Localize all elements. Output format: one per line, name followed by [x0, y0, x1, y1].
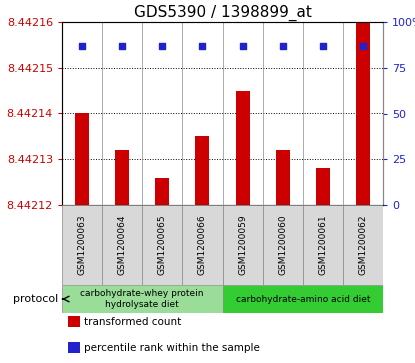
- Title: GDS5390 / 1398899_at: GDS5390 / 1398899_at: [134, 4, 311, 21]
- Bar: [182, 205, 222, 285]
- Bar: [62, 285, 222, 313]
- Text: transformed count: transformed count: [85, 317, 182, 327]
- Bar: [115, 150, 129, 205]
- Bar: [62, 205, 102, 285]
- Bar: [316, 168, 330, 205]
- Point: [119, 43, 125, 49]
- Text: GSM1200060: GSM1200060: [278, 215, 287, 275]
- Bar: [68, 342, 80, 353]
- Point: [79, 43, 85, 49]
- Bar: [222, 205, 263, 285]
- Text: GSM1200065: GSM1200065: [158, 215, 167, 275]
- Text: GSM1200066: GSM1200066: [198, 215, 207, 275]
- Text: carbohydrate-whey protein
hydrolysate diet: carbohydrate-whey protein hydrolysate di…: [81, 289, 204, 309]
- Text: carbohydrate-amino acid diet: carbohydrate-amino acid diet: [235, 294, 370, 303]
- Bar: [303, 205, 343, 285]
- Point: [360, 43, 366, 49]
- Text: GSM1200064: GSM1200064: [118, 215, 127, 275]
- Bar: [142, 205, 182, 285]
- Point: [279, 43, 286, 49]
- Bar: [75, 114, 89, 205]
- Text: GSM1200059: GSM1200059: [238, 215, 247, 275]
- Point: [199, 43, 206, 49]
- Bar: [236, 91, 249, 205]
- Text: protocol: protocol: [12, 294, 58, 304]
- Bar: [68, 316, 80, 327]
- Bar: [102, 205, 142, 285]
- Bar: [276, 150, 290, 205]
- Text: percentile rank within the sample: percentile rank within the sample: [85, 343, 260, 353]
- Point: [320, 43, 326, 49]
- Text: GSM1200061: GSM1200061: [318, 215, 327, 275]
- Text: GSM1200062: GSM1200062: [359, 215, 367, 275]
- Bar: [195, 136, 210, 205]
- Text: GSM1200063: GSM1200063: [78, 215, 87, 275]
- Bar: [263, 205, 303, 285]
- Bar: [222, 285, 383, 313]
- Bar: [155, 178, 169, 205]
- Bar: [356, 22, 370, 205]
- Point: [239, 43, 246, 49]
- Bar: [343, 205, 383, 285]
- Point: [159, 43, 166, 49]
